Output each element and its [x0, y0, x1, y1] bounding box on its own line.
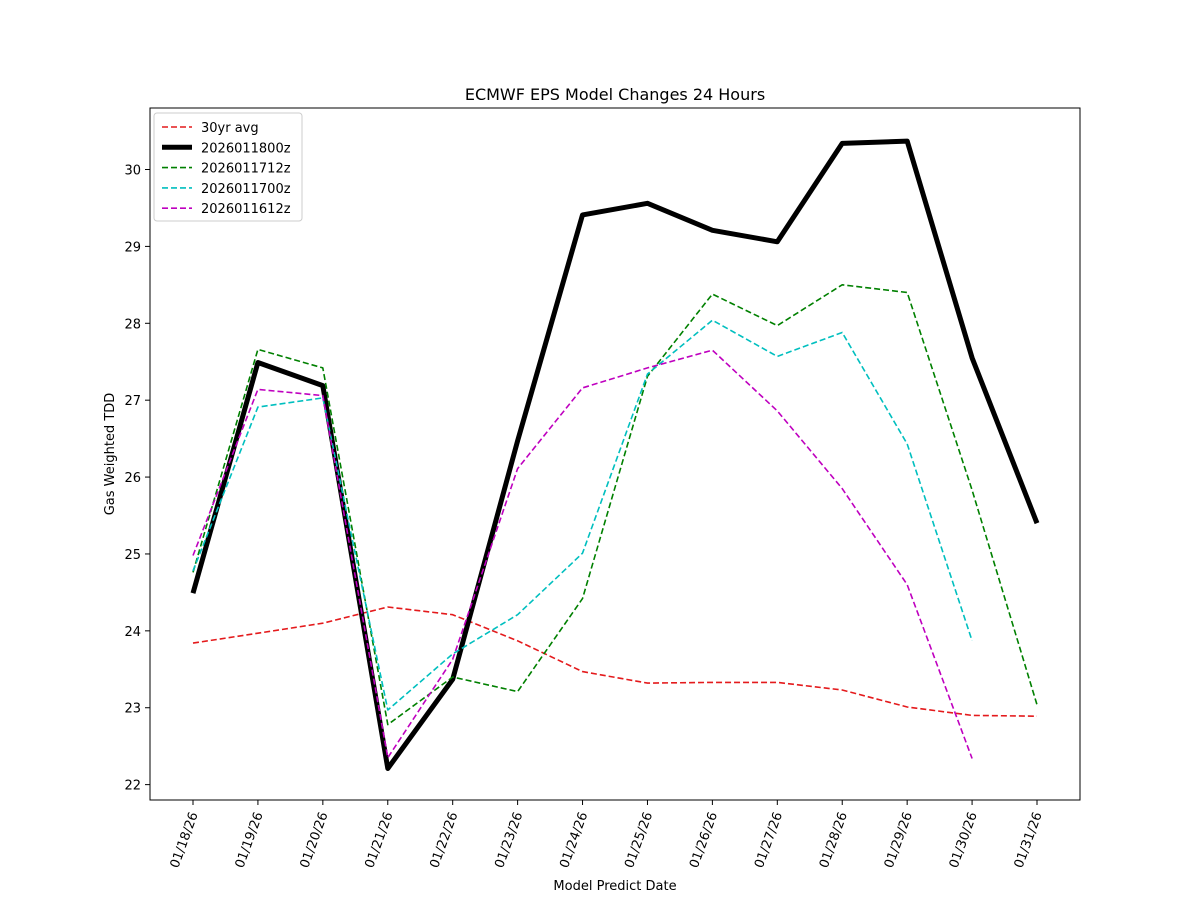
y-tick-label: 23 [124, 702, 141, 717]
y-tick-label: 30 [124, 164, 141, 179]
y-tick-label: 29 [124, 240, 141, 255]
legend-label-2026011700z: 2026011700z [201, 182, 291, 197]
y-tick-label: 25 [124, 548, 141, 563]
y-tick-label: 27 [124, 394, 141, 409]
legend-label-2026011712z: 2026011712z [201, 162, 291, 177]
y-tick-label: 22 [124, 779, 141, 794]
legend-label-2026011612z: 2026011612z [201, 202, 291, 217]
y-tick-label: 28 [124, 317, 141, 332]
legend-label-2026011800z: 2026011800z [201, 141, 291, 156]
legend: 30yr avg 2026011800z 2026011712z 2026011700… [154, 113, 302, 221]
chart-title: ECMWF EPS Model Changes 24 Hours [465, 85, 765, 104]
y-tick-label: 26 [124, 471, 141, 486]
x-axis-label: Model Predict Date [553, 879, 676, 894]
y-axis-label: Gas Weighted TDD [103, 393, 118, 516]
legend-label-30yr-avg: 30yr avg [201, 121, 259, 136]
y-tick-label: 24 [124, 625, 141, 640]
